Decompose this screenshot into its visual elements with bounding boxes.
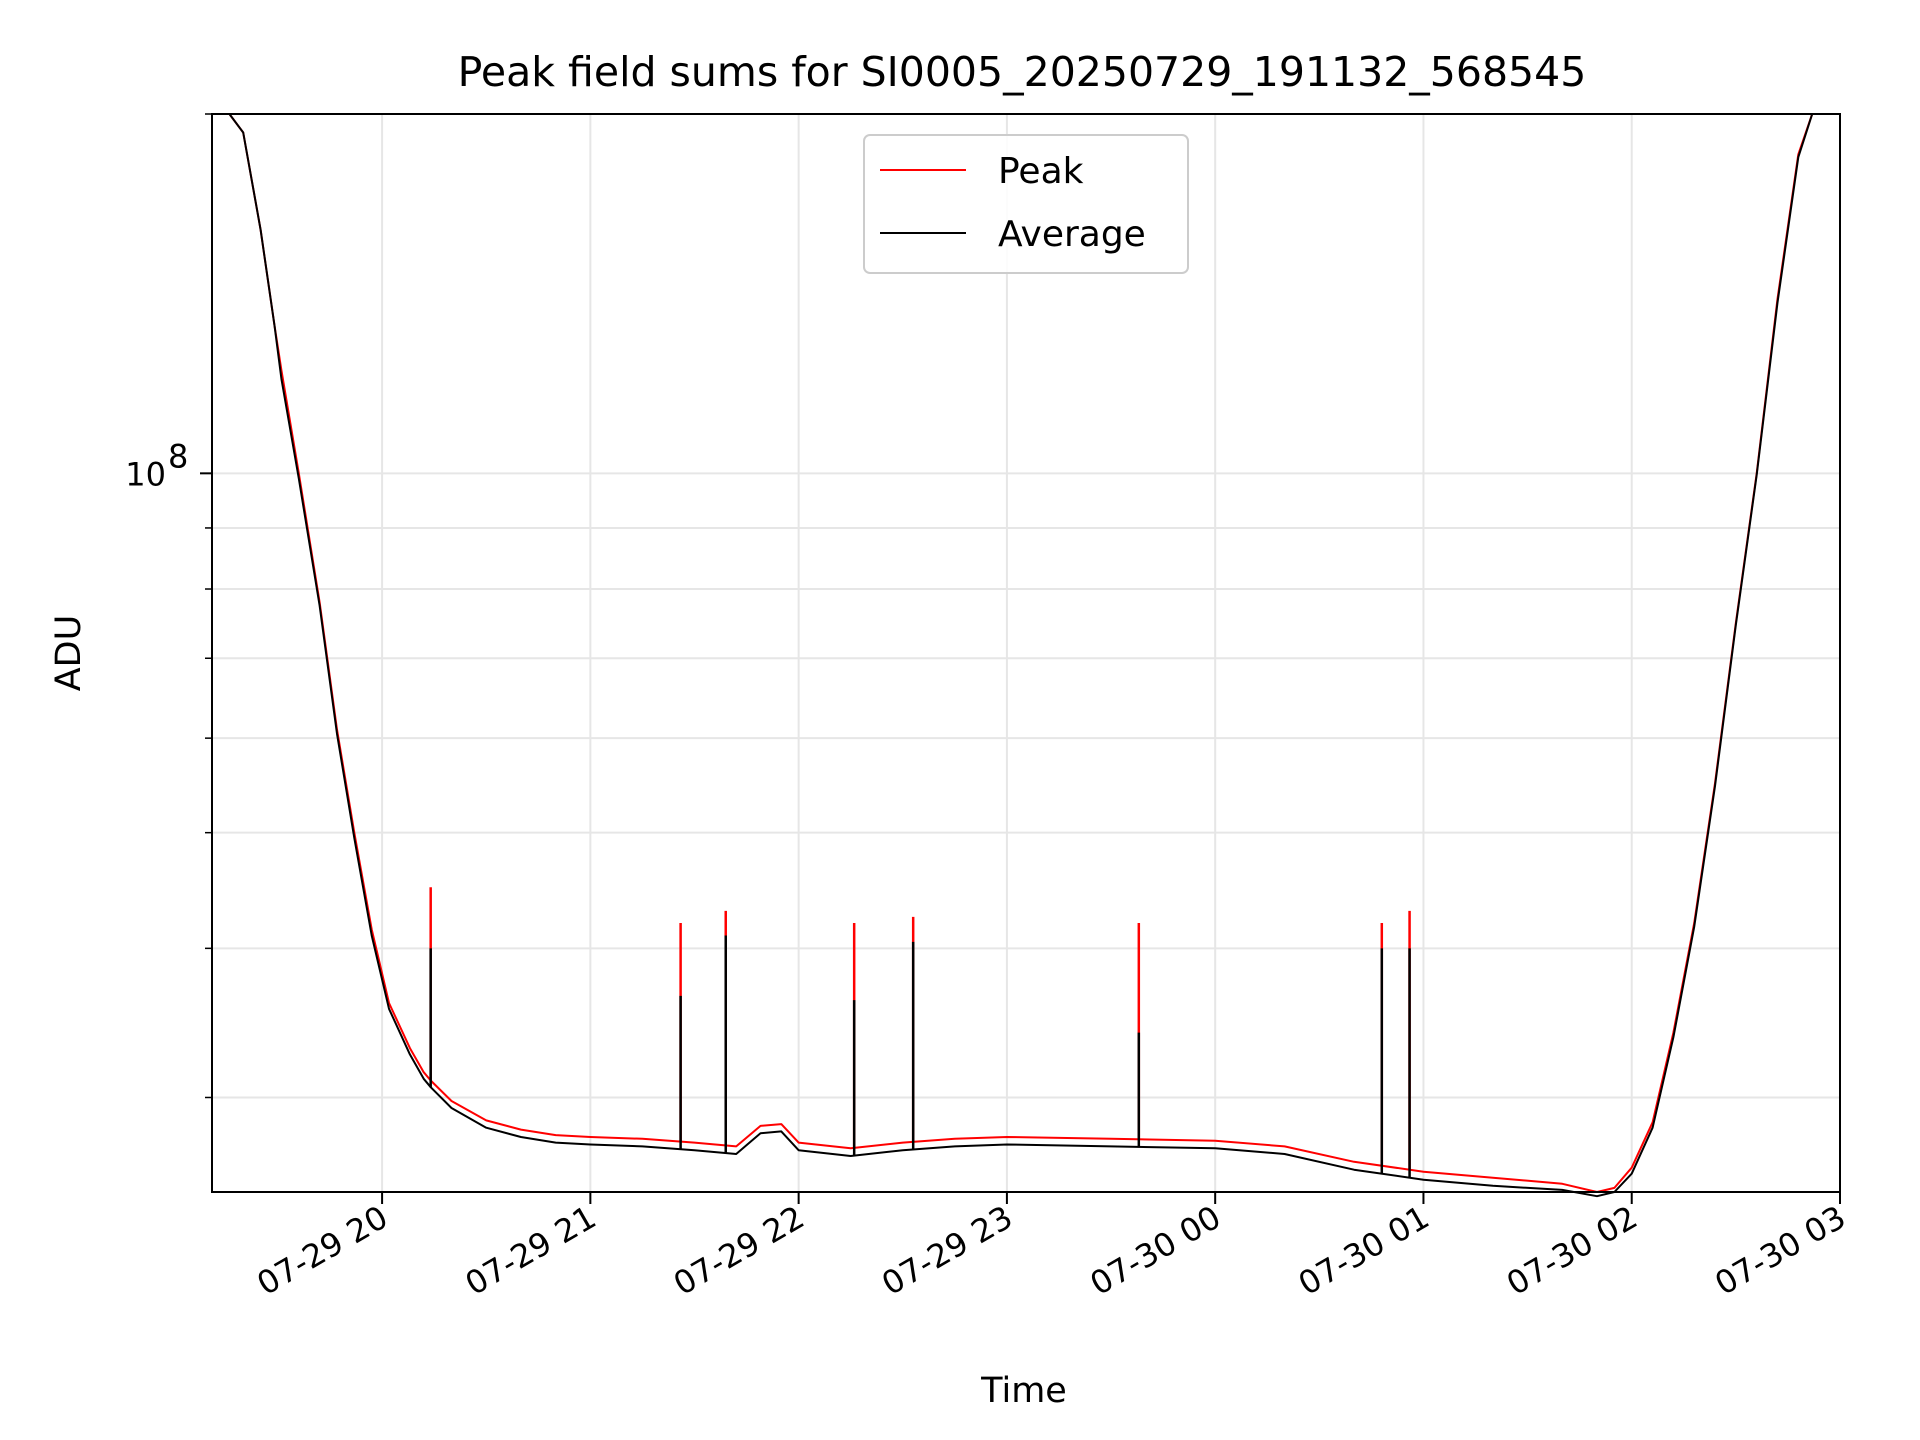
legend: Peak Average bbox=[863, 134, 1189, 274]
plot-area bbox=[211, 113, 1841, 1198]
plot-background bbox=[212, 114, 1840, 1192]
y-axis: 10 8 bbox=[125, 113, 212, 1099]
series-line-average bbox=[212, 113, 1840, 1198]
legend-label-average: Average bbox=[998, 214, 1146, 255]
y-axis-label: ADU bbox=[49, 615, 89, 692]
chart-title: Peak field sums for SI0005_20250729_1911… bbox=[458, 48, 1587, 96]
y-tick-label: 10 8 bbox=[125, 437, 188, 493]
series-layer bbox=[212, 113, 1840, 1198]
y-tick-label-base: 10 bbox=[125, 455, 166, 493]
x-axis-label: Time bbox=[980, 1371, 1067, 1411]
y-tick-label-exponent: 8 bbox=[168, 437, 188, 475]
plot-frame bbox=[211, 113, 1841, 1193]
legend-label-peak: Peak bbox=[998, 151, 1084, 192]
